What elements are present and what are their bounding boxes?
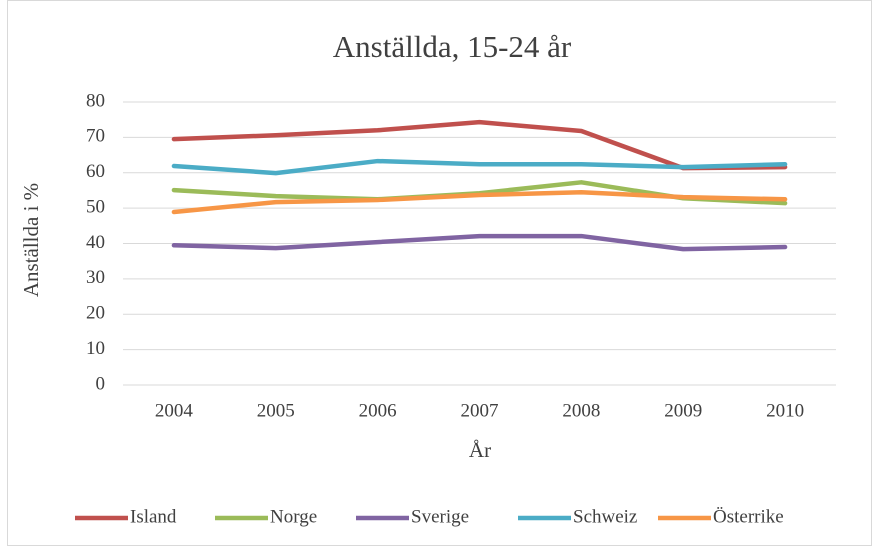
legend-label: Schweiz: [573, 506, 637, 527]
y-tick-label: 30: [86, 267, 105, 288]
x-tick-label: 2007: [461, 400, 499, 421]
chart-border: [7, 0, 872, 546]
x-tick-label: 2010: [766, 400, 804, 421]
x-axis-label: År: [469, 438, 491, 462]
legend-label: Island: [130, 506, 177, 527]
y-tick-label: 60: [86, 161, 105, 182]
legend-label: Norge: [270, 506, 317, 527]
y-axis-label: Anställda i %: [19, 183, 43, 297]
y-tick-label: 80: [86, 90, 105, 111]
x-tick-label: 2009: [664, 400, 702, 421]
chart-title: Anställda, 15-24 år: [333, 29, 572, 64]
y-tick-label: 70: [86, 126, 105, 147]
legend-label: Österrike: [713, 506, 784, 527]
series-line: [171, 233, 788, 252]
x-tick-label: 2006: [359, 400, 397, 421]
y-tick-label: 50: [86, 196, 105, 217]
legend-label: Sverige: [411, 506, 469, 527]
y-tick-label: 0: [96, 373, 106, 394]
series-line: [171, 189, 788, 215]
y-tick-label: 40: [86, 232, 105, 253]
x-tick-label: 2008: [562, 400, 600, 421]
series-line: [171, 158, 788, 176]
x-tick-label: 2005: [257, 400, 295, 421]
y-tick-label: 20: [86, 303, 105, 324]
y-tick-label: 10: [86, 338, 105, 359]
x-tick-label: 2004: [155, 400, 194, 421]
